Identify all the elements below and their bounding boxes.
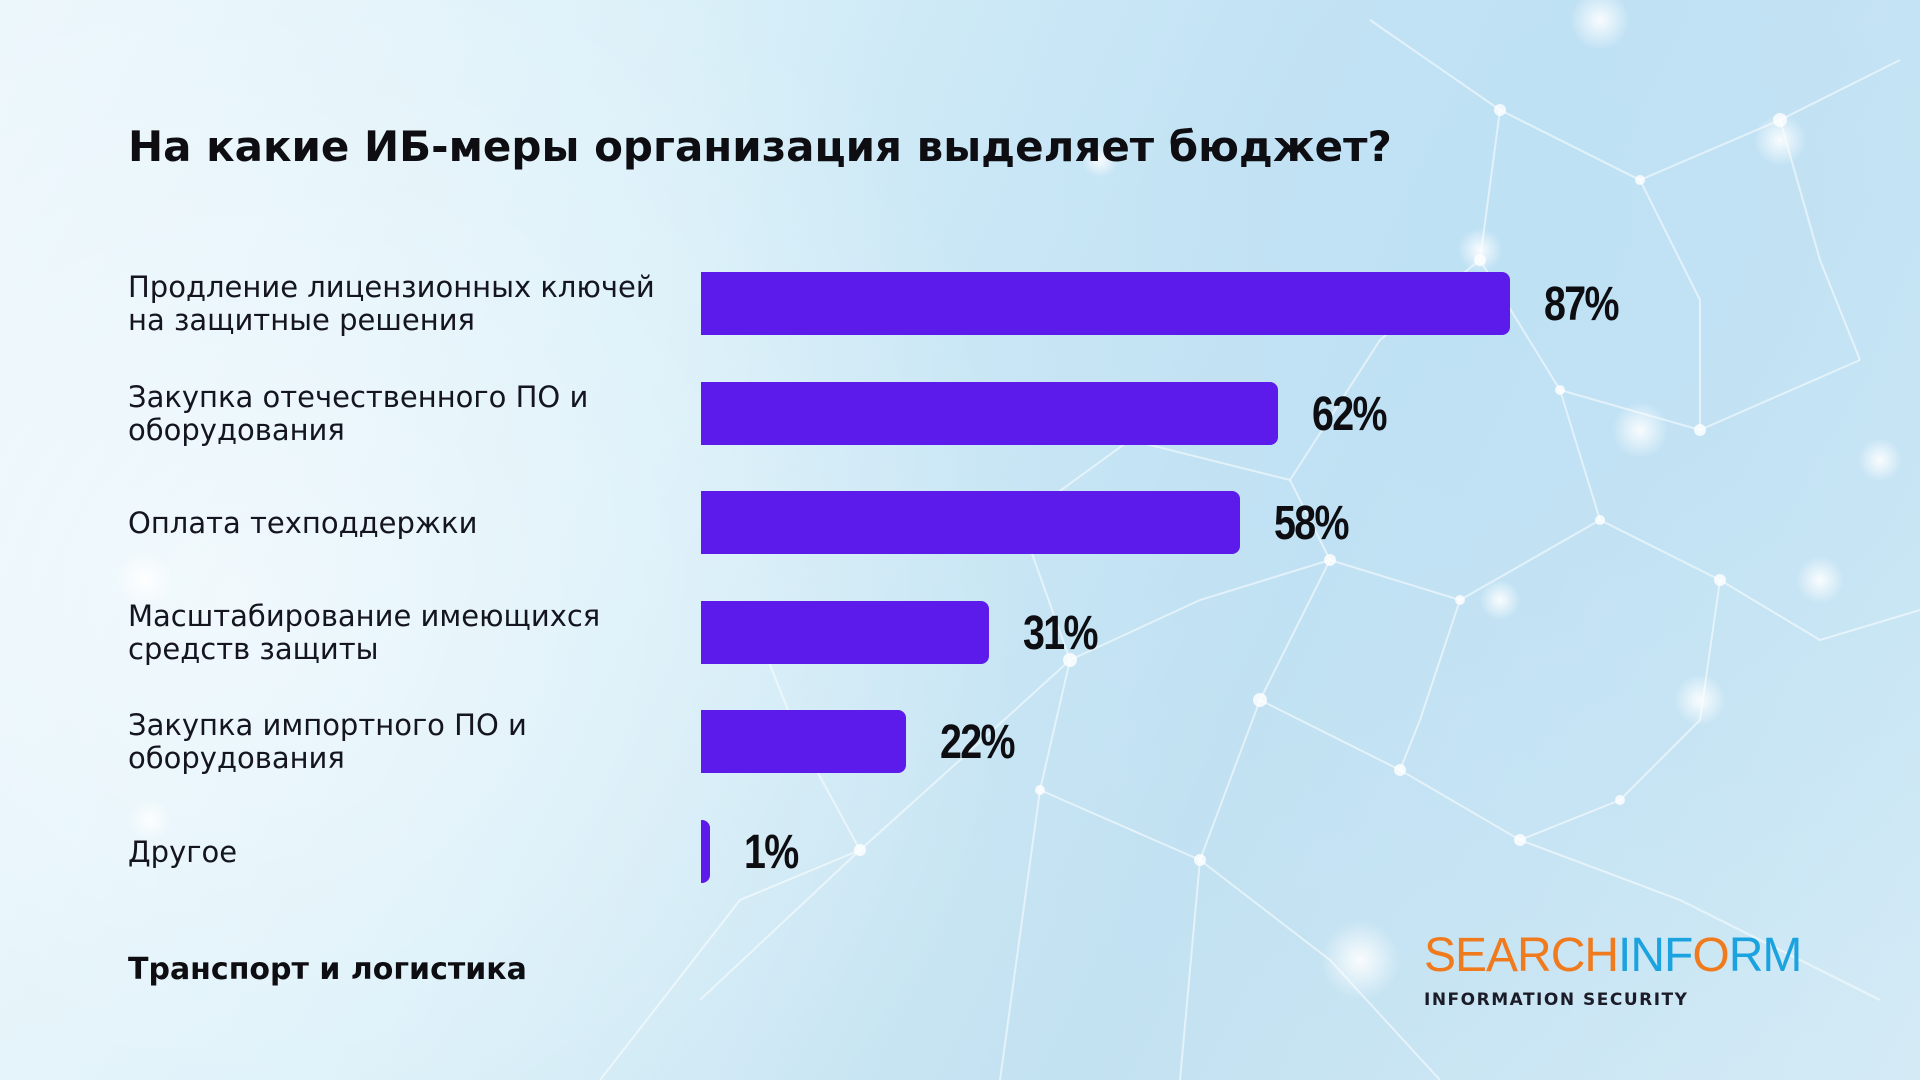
category-label: Другое [128,834,238,869]
bar-row: Продление лицензионных ключей на защитны… [0,270,1920,337]
value-label: 62% [1311,387,1388,441]
chart-title: На какие ИБ-меры организация выделяет бю… [128,122,1392,171]
value-label: 22% [939,715,1016,769]
logo-wordmark: SEARCHINFORM [1424,929,1802,982]
value-label: 31% [1023,606,1099,660]
bar-row: Другое 1% [0,820,1920,884]
value-label: 58% [1274,496,1350,550]
category-label: Продление лицензионных ключей на защитны… [128,270,655,337]
bar [701,601,990,664]
category-label: Закупка отечественного ПО и оборудования [128,380,589,447]
bar-row: Закупка отечественного ПО и оборудования… [0,380,1920,447]
bar-row: Закупка импортного ПО и оборудования 22% [0,708,1920,775]
value-label: 87% [1544,277,1620,331]
bar-row: Оплата техподдержки 58% [0,491,1920,555]
searchinform-logo: SEARCHINFORM INFORMATION SECURITY [1424,929,1802,1011]
bar [701,820,711,883]
category-label: Закупка импортного ПО и оборудования [128,708,527,775]
category-label: Оплата техподдержки [128,505,478,540]
bar [701,710,906,773]
logo-tagline: INFORMATION SECURITY [1424,990,1689,1010]
bar [701,491,1241,554]
category-label: Масштабирование имеющихся средств защиты [128,599,601,666]
bar [701,272,1511,335]
bar [701,382,1278,445]
value-label: 1% [744,825,799,879]
segment-label: Транспорт и логистика [128,952,527,987]
bar-row: Масштабирование имеющихся средств защиты… [0,599,1920,666]
